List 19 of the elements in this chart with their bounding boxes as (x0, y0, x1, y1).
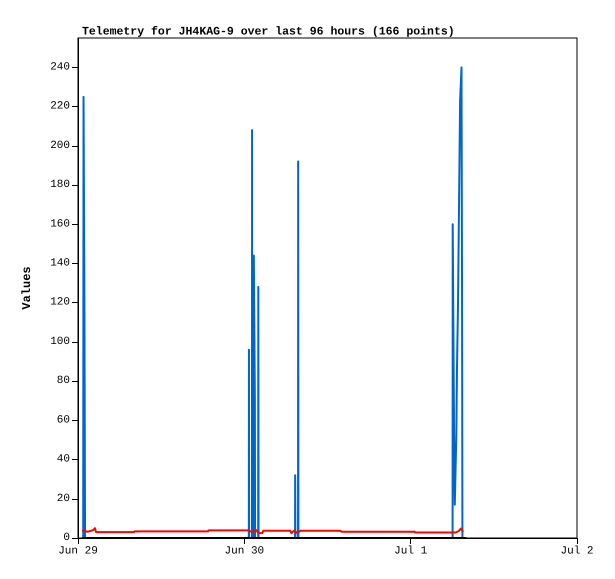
y-tick-label: 0 (63, 532, 70, 544)
chart-title: Telemetry for JH4KAG-9 over last 96 hours (166 points) (82, 26, 455, 38)
y-tick-label: 200 (50, 140, 70, 152)
y-tick-label: 240 (50, 61, 70, 74)
x-tick-label: Jun 29 (58, 546, 98, 558)
y-tick-label: 180 (50, 179, 70, 192)
x-tick-label: Jul 2 (560, 546, 594, 558)
y-tick-label: 220 (50, 100, 70, 113)
y-tick-label: 60 (56, 414, 70, 426)
y-tick-label: 100 (50, 336, 70, 348)
y-axis-title: Values (20, 266, 34, 310)
y-tick-label: 160 (50, 218, 70, 230)
y-tick-label: 140 (50, 257, 70, 270)
y-tick-label: 40 (56, 454, 70, 466)
y-tick-label: 80 (56, 375, 70, 388)
x-tick-label: Jun 30 (224, 546, 264, 558)
y-tick-label: 120 (50, 296, 70, 309)
y-tick-label: 20 (56, 492, 70, 505)
x-tick-label: Jul 1 (394, 546, 428, 558)
